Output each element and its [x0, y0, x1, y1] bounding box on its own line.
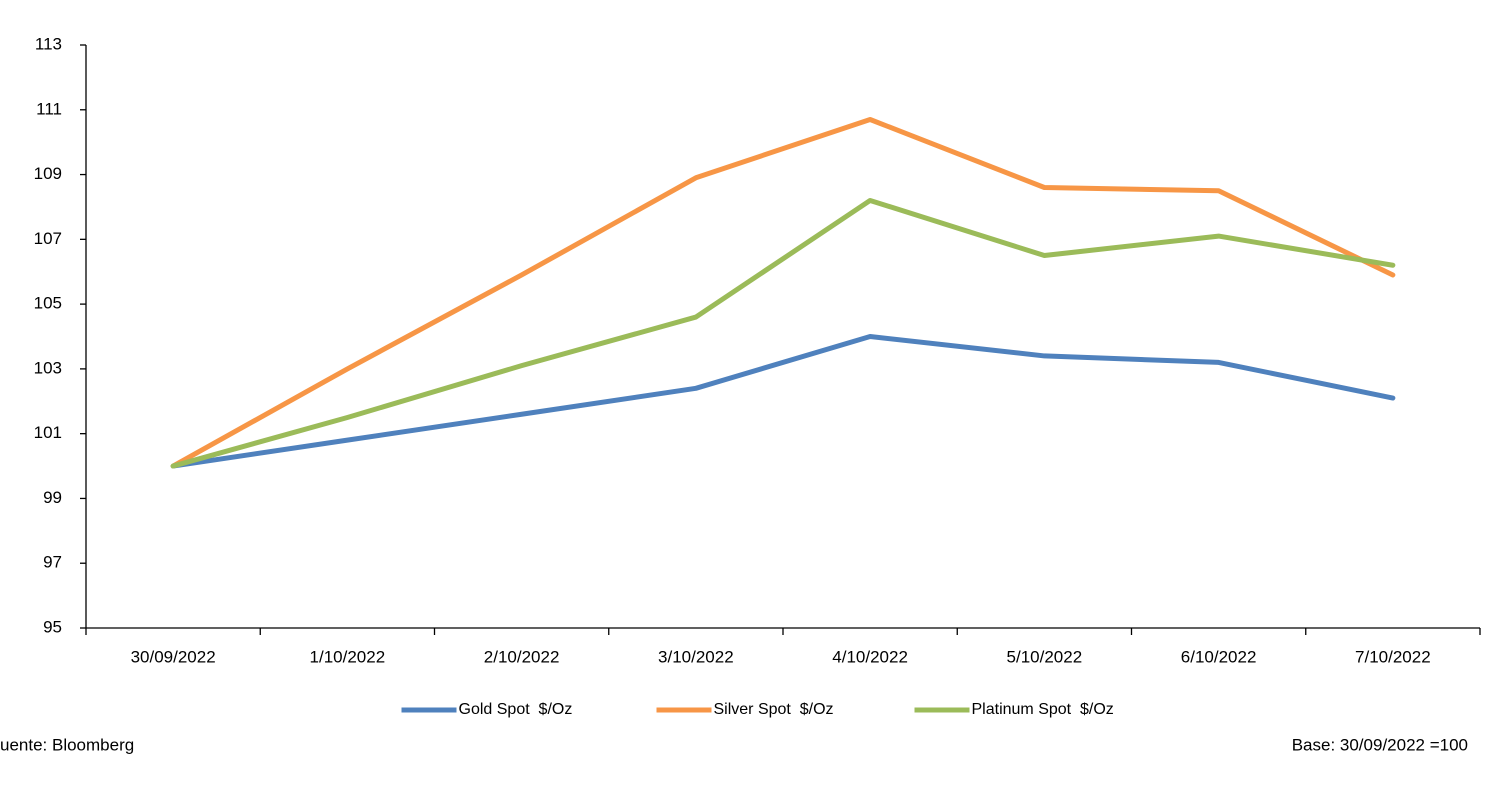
x-tick-label: 3/10/2022 — [658, 647, 734, 666]
y-tick-label: 103 — [34, 358, 62, 377]
x-tick-label: 6/10/2022 — [1181, 647, 1257, 666]
series-line — [170, 334, 1396, 469]
x-tick-label: 2/10/2022 — [484, 647, 560, 666]
source-note: uente: Bloomberg — [0, 735, 134, 754]
series-line — [170, 116, 1396, 469]
y-tick-label: 99 — [43, 488, 62, 507]
base-note: Base: 30/09/2022 =100 — [1292, 735, 1468, 754]
y-tick-label: 111 — [36, 99, 62, 118]
y-tick-label: 101 — [34, 423, 62, 442]
legend-label: Gold Spot $/Oz — [459, 701, 573, 718]
y-tick-label: 107 — [34, 229, 62, 248]
x-tick-label: 7/10/2022 — [1355, 647, 1431, 666]
y-tick-label: 109 — [34, 164, 62, 183]
x-tick-label: 30/09/2022 — [131, 647, 216, 666]
y-tick-label: 105 — [34, 294, 62, 313]
legend-label: Platinum Spot $/Oz — [972, 701, 1114, 718]
x-tick-label: 1/10/2022 — [310, 647, 386, 666]
x-tick-label: 5/10/2022 — [1007, 647, 1083, 666]
y-tick-label: 97 — [43, 553, 62, 572]
y-tick-label: 95 — [43, 617, 62, 636]
y-tick-label: 113 — [35, 34, 62, 53]
x-tick-label: 4/10/2022 — [832, 647, 908, 666]
legend-label: Silver Spot $/Oz — [714, 701, 834, 718]
series-line — [170, 197, 1396, 469]
